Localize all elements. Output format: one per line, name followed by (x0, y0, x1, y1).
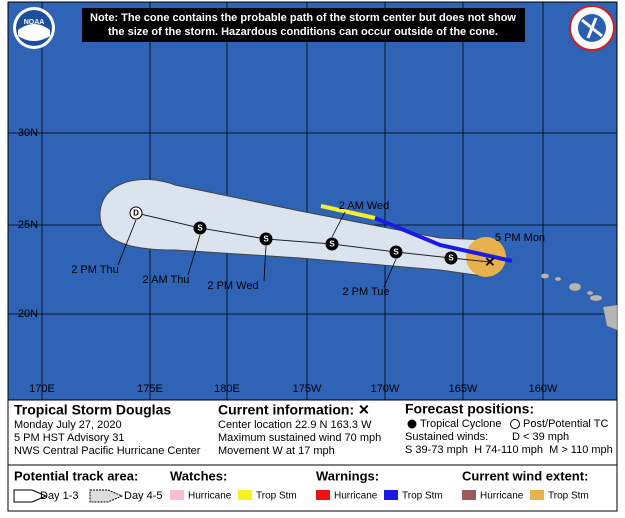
lon-label: 170W (371, 383, 400, 395)
track-label: 2 PM Tue (342, 286, 389, 298)
info-line: Maximum sustained wind 70 mph (218, 432, 381, 444)
track-label-leaders (117, 211, 397, 288)
ocean (7, 1, 618, 401)
island (586, 290, 594, 296)
legend-item: Hurricane (188, 491, 232, 502)
info-line: Movement W at 17 mph (218, 445, 335, 457)
logo-bird (18, 24, 50, 41)
current-position: ✕ (485, 254, 496, 269)
lon-label: 175E (137, 383, 163, 395)
legend-item: Trop Stm (402, 491, 443, 502)
legend-item: Trop Stm (548, 491, 589, 502)
info-line: 5 PM HST Advisory 31 (14, 432, 124, 444)
ts-watch-line (320, 204, 376, 220)
island (540, 273, 550, 279)
legend-heading: Potential track area: (14, 468, 138, 483)
info-line: Sustained winds: (405, 431, 488, 443)
leader (263, 245, 267, 282)
forecast-point (325, 237, 339, 251)
watch-ts-swatch (238, 490, 252, 500)
info-line: Center location 22.9 N 163.3 W (218, 419, 372, 431)
point-letter: S (329, 240, 335, 249)
noaa-logo: NOAA (13, 7, 55, 49)
forecast-point (389, 245, 403, 259)
legend-heading: Warnings: (316, 468, 379, 483)
forecast-heading: Forecast positions: (405, 401, 534, 417)
warn-ts-swatch (384, 490, 398, 500)
note-box (82, 8, 525, 42)
ptc-symbol (510, 419, 520, 429)
info-line: Monday July 27, 2020 (14, 419, 122, 431)
forecast-point (193, 221, 207, 235)
forecast-point (444, 251, 458, 265)
watch-hurricane-swatch (170, 490, 184, 500)
legend-panel (7, 464, 618, 512)
leader (187, 234, 201, 276)
info-panel (7, 399, 618, 466)
point-letter: S (448, 254, 454, 263)
island (554, 276, 562, 282)
lon-label: 165W (449, 383, 478, 395)
legend-item: Day 1-3 (40, 490, 79, 502)
storm-name: Tropical Storm Douglas (14, 402, 171, 418)
lon-label: 180E (214, 383, 240, 395)
lat-label: 30N (18, 127, 38, 139)
note-line: Note: The cone contains the probable pat… (90, 12, 516, 24)
forecast-points: D S S S S S (129, 206, 458, 265)
tc-symbol (407, 419, 417, 429)
info-line: Post/Potential TC (523, 418, 608, 430)
point-letter: S (393, 248, 399, 257)
lat-label: 25N (18, 219, 38, 231)
wind-ts-swatch (530, 490, 544, 500)
ts-warning-line (374, 216, 513, 263)
day45-icon (89, 489, 124, 503)
day13-icon (13, 489, 48, 503)
forecast-point (259, 232, 273, 246)
info-line: D < 39 mph (512, 431, 569, 443)
note-line: the size of the storm. Hazardous conditi… (108, 26, 498, 38)
info-line: Tropical Cyclone (420, 418, 502, 430)
leader (331, 211, 346, 238)
track-label: 5 PM Mon (495, 232, 545, 244)
island (602, 304, 618, 331)
track-label: 2 AM Thu (143, 274, 190, 286)
legend-item: Trop Stm (256, 491, 297, 502)
legend-item: Hurricane (334, 491, 378, 502)
legend-item: Hurricane (480, 491, 524, 502)
current-heading: Current information: ✕ (218, 402, 370, 418)
nws-logo (569, 5, 615, 51)
point-letter: S (197, 224, 203, 233)
info-line: S 39-73 mph H 74-110 mph M > 110 mph (405, 444, 613, 456)
warn-hurricane-swatch (316, 490, 330, 500)
lon-label: 170E (29, 383, 55, 395)
track-label: 2 PM Thu (71, 264, 119, 276)
point-letter: D (133, 209, 139, 218)
logo-text: NOAA (24, 19, 45, 26)
lon-label: 160W (529, 383, 558, 395)
legend-heading: Watches: (170, 468, 227, 483)
info-line: NWS Central Pacific Hurricane Center (14, 445, 201, 457)
leader (383, 258, 397, 288)
track-label: 2 AM Wed (339, 200, 390, 212)
forecast-point (129, 206, 143, 220)
logo-mark (581, 17, 603, 39)
island (568, 282, 582, 292)
legend-item: Day 4-5 (124, 490, 163, 502)
legend-heading: Current wind extent: (462, 468, 588, 483)
wind-hurricane-swatch (462, 490, 476, 500)
island (589, 294, 603, 302)
leader (117, 219, 137, 266)
hawaii-islands (540, 273, 618, 331)
lat-label: 20N (18, 308, 38, 320)
track-label: 2 PM Wed (207, 280, 258, 292)
point-letter: S (263, 235, 269, 244)
lon-label: 175W (293, 383, 322, 395)
